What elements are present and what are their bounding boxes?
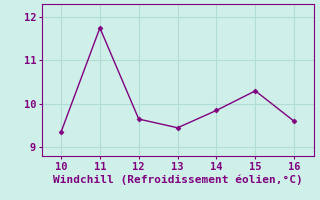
X-axis label: Windchill (Refroidissement éolien,°C): Windchill (Refroidissement éolien,°C): [53, 174, 302, 185]
